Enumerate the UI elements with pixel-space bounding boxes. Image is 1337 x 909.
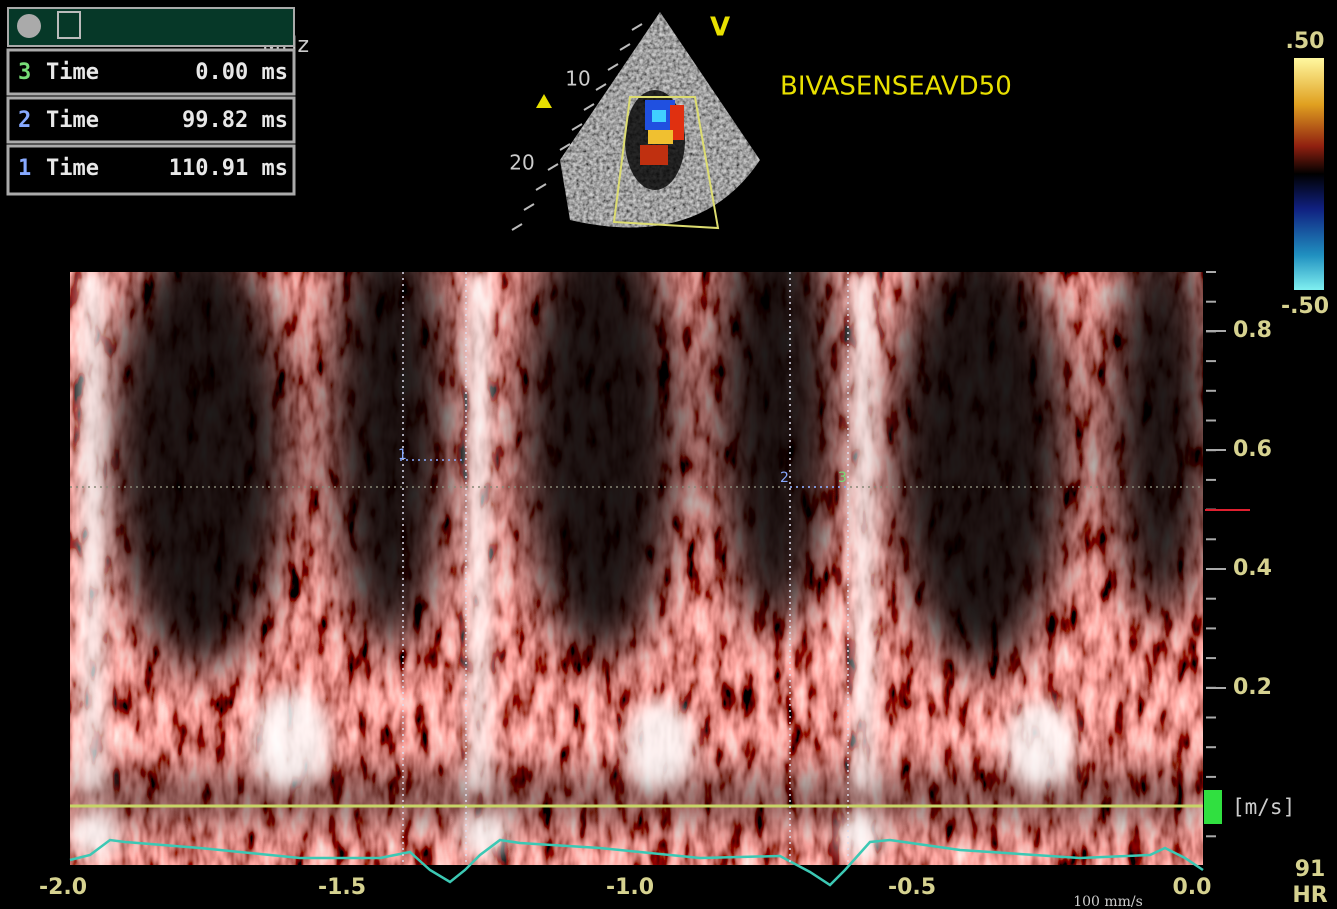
velocity-tick-label: 0.6	[1233, 437, 1272, 462]
ultrasound-screen: 1 2 3 0.8 0.6 0.4 0.2 [m/s] -2.0 -1.5 -1…	[0, 0, 1337, 909]
measurement-label: Time	[46, 108, 99, 133]
measurement-label: Time	[46, 60, 99, 85]
color-scale-bar	[1294, 58, 1324, 290]
caliper-label: 2	[780, 470, 789, 486]
view-marker: V	[710, 13, 730, 43]
depth-label: 20	[509, 151, 534, 175]
caliper-label: 1	[398, 447, 407, 463]
depth-label: 10	[565, 67, 590, 91]
sweep-speed: 100 mm/s	[1073, 894, 1143, 909]
time-tick-label: -0.5	[888, 875, 936, 900]
velocity-unit: [m/s]	[1232, 795, 1295, 819]
color-scale-min: -.50	[1281, 294, 1329, 319]
velocity-tick-label: 0.8	[1233, 318, 1272, 343]
measurement-index: 3	[18, 60, 31, 85]
measurement-value: 0.00 ms	[195, 60, 288, 85]
heart-rate-value: 91	[1295, 857, 1326, 882]
velocity-tick-label: 0.2	[1233, 675, 1272, 700]
time-tick-label: 0.0	[1173, 875, 1212, 900]
spectral-doppler	[70, 170, 1210, 865]
caliper-label: 3	[838, 470, 847, 486]
baseline-handle	[1204, 790, 1222, 824]
time-tick-label: -1.0	[606, 875, 654, 900]
color-scale-max: .50	[1286, 29, 1325, 54]
measurement-value: 99.82 ms	[182, 108, 288, 133]
velocity-tick-label: 0.4	[1233, 556, 1272, 581]
measurement-value: 110.91 ms	[169, 156, 288, 181]
preset-name: BIVASENSEAVD50	[780, 72, 1012, 102]
measurement-label: Time	[46, 156, 99, 181]
heart-rate-label: HR	[1292, 883, 1327, 908]
time-tick-label: -2.0	[39, 875, 87, 900]
time-tick-label: -1.5	[318, 875, 366, 900]
measurement-index: 2	[18, 108, 31, 133]
measurement-index: 1	[18, 156, 31, 181]
